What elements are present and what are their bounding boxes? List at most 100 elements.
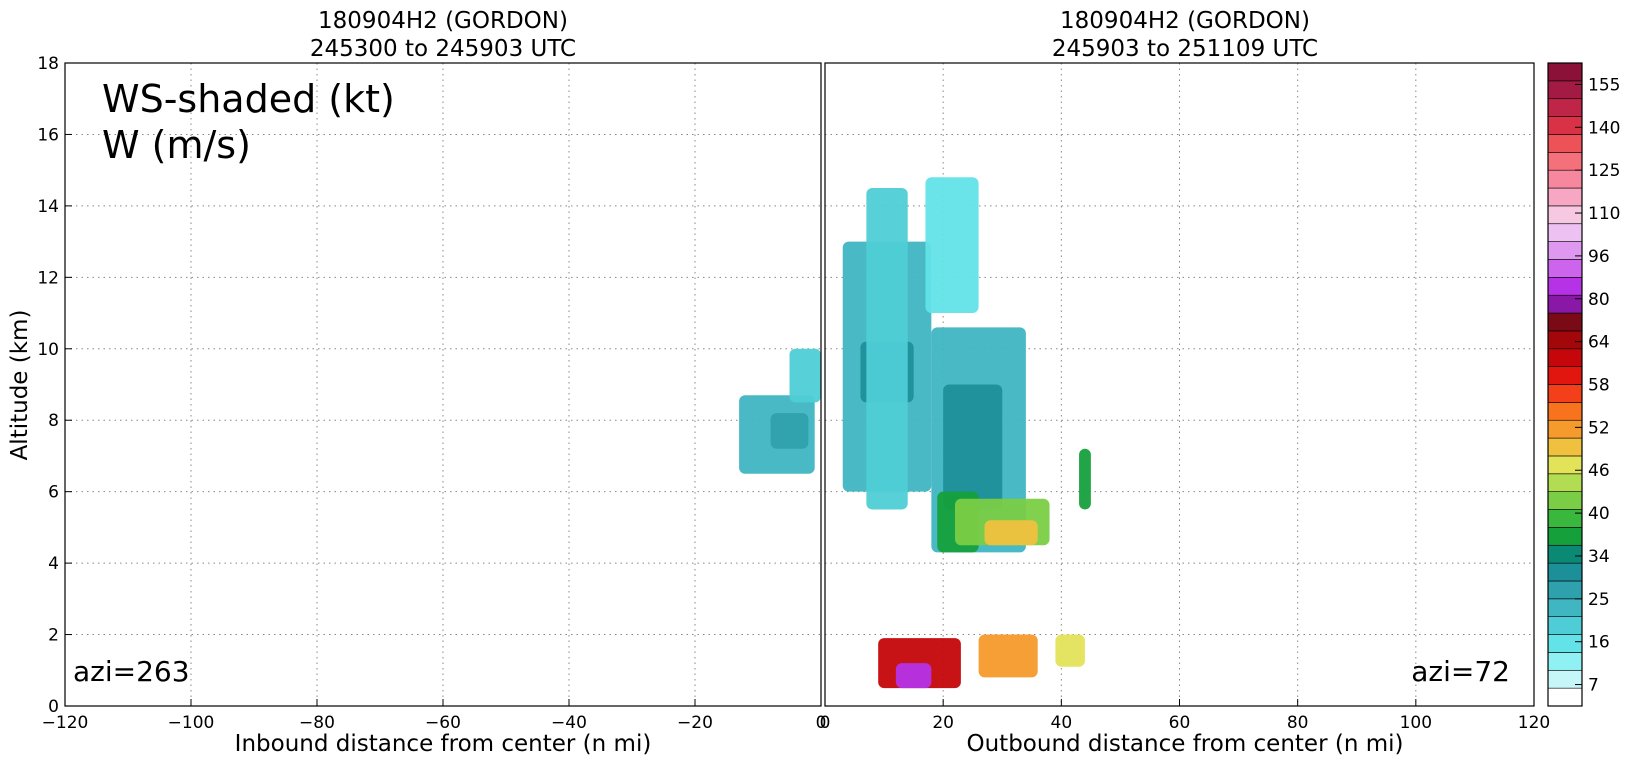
right-title-line2: 245903 to 251109 UTC bbox=[1052, 36, 1318, 62]
windspeed-cell bbox=[770, 413, 809, 449]
colorbar-cell bbox=[1547, 669, 1583, 689]
colorbar-cell bbox=[1547, 473, 1583, 492]
right-x-ticks: 0 20 40 60 80 100 120 bbox=[820, 699, 1550, 733]
colorbar-cell bbox=[1547, 169, 1583, 189]
x-tick-label: −40 bbox=[551, 713, 587, 733]
left-x-axis-label: Inbound distance from center (n mi) bbox=[235, 731, 652, 757]
y-tick-label: 8 bbox=[48, 411, 59, 431]
colorbar-cell bbox=[1547, 116, 1583, 135]
x-tick-label: 100 bbox=[1400, 713, 1432, 733]
colorbar-tick-label: 40 bbox=[1588, 504, 1610, 524]
colorbar-cell bbox=[1547, 509, 1583, 528]
x-tick-label: 20 bbox=[932, 713, 954, 733]
left-title-line2: 245300 to 245903 UTC bbox=[310, 36, 576, 62]
colorbar-cell bbox=[1547, 294, 1583, 314]
y-tick-label: 6 bbox=[48, 483, 59, 503]
x-tick-label: −80 bbox=[299, 713, 335, 733]
x-tick-label: −100 bbox=[168, 713, 215, 733]
y-tick-label: 10 bbox=[37, 340, 59, 360]
left-title-line1: 180904H2 (GORDON) bbox=[318, 8, 568, 34]
windspeed-cell bbox=[925, 177, 979, 314]
x-tick-label: 0 bbox=[816, 713, 827, 733]
colorbar-cell bbox=[1547, 544, 1583, 564]
colorbar: 7 16 25 34 40 46 52 58 64 80 96 110 125 140 155 bbox=[1547, 62, 1620, 707]
colorbar-cell bbox=[1547, 152, 1583, 171]
colorbar-tick-label: 125 bbox=[1588, 161, 1620, 181]
y-tick-label: 14 bbox=[37, 197, 59, 217]
colorbar-cell bbox=[1547, 455, 1583, 475]
colorbar-tick-label: 64 bbox=[1588, 333, 1610, 353]
colorbar-cell bbox=[1547, 330, 1583, 350]
right-azimuth-label: azi=72 bbox=[1411, 655, 1510, 688]
y-tick-label: 18 bbox=[37, 54, 59, 74]
colorbar-cell bbox=[1547, 187, 1583, 207]
legend-line1: WS-shaded (kt) bbox=[102, 77, 395, 121]
colorbar-tick-label: 16 bbox=[1588, 633, 1610, 653]
colorbar-tick-label: 7 bbox=[1588, 676, 1599, 696]
x-tick-label: 120 bbox=[1518, 713, 1550, 733]
colorbar-tick-label: 140 bbox=[1588, 118, 1620, 138]
colorbar-cell bbox=[1547, 98, 1583, 117]
colorbar-cells bbox=[1547, 62, 1583, 707]
windspeed-cell bbox=[866, 188, 908, 510]
colorbar-cell bbox=[1547, 384, 1583, 403]
colorbar-cell bbox=[1547, 277, 1583, 296]
y-axis-label: Altitude (km) bbox=[7, 310, 33, 461]
colorbar-ticks: 7 16 25 34 40 46 52 58 64 80 96 110 125 140 155 bbox=[1575, 75, 1620, 696]
windspeed-cell bbox=[978, 634, 1038, 678]
colorbar-cell bbox=[1547, 580, 1583, 600]
colorbar-cell bbox=[1547, 259, 1583, 278]
colorbar-tick-label: 46 bbox=[1588, 461, 1610, 481]
colorbar-cell bbox=[1547, 366, 1583, 385]
colorbar-cell bbox=[1547, 527, 1583, 546]
colorbar-cell bbox=[1547, 402, 1583, 421]
colorbar-tick-label: 80 bbox=[1588, 290, 1610, 310]
colorbar-cell bbox=[1547, 616, 1583, 635]
colorbar-cell bbox=[1547, 223, 1583, 242]
y-tick-label: 12 bbox=[37, 268, 59, 288]
left-y-ticks: 0 2 4 6 8 10 12 14 16 18 bbox=[37, 54, 72, 717]
colorbar-cell bbox=[1547, 205, 1583, 225]
right-x-axis-label: Outbound distance from center (n mi) bbox=[967, 731, 1404, 757]
x-tick-label: 80 bbox=[1287, 713, 1309, 733]
colorbar-cell bbox=[1547, 348, 1583, 367]
x-tick-label: 60 bbox=[1169, 713, 1191, 733]
right-title-line1: 180904H2 (GORDON) bbox=[1060, 8, 1310, 34]
windspeed-cell bbox=[984, 520, 1038, 546]
colorbar-cell bbox=[1547, 634, 1583, 653]
colorbar-cell bbox=[1547, 491, 1583, 510]
windspeed-cell bbox=[943, 384, 1003, 510]
colorbar-cell bbox=[1547, 598, 1583, 617]
colorbar-cell bbox=[1547, 241, 1583, 260]
y-tick-label: 16 bbox=[37, 125, 59, 145]
windspeed-cell bbox=[789, 348, 821, 403]
windspeed-cell bbox=[1055, 634, 1085, 667]
colorbar-tick-label: 34 bbox=[1588, 547, 1610, 567]
windspeed-cell bbox=[895, 663, 932, 689]
left-panel: 180904H2 (GORDON) 245300 to 245903 UTC W… bbox=[7, 8, 826, 757]
x-tick-label: −20 bbox=[677, 713, 713, 733]
left-azimuth-label: azi=263 bbox=[73, 655, 190, 688]
y-tick-label: 4 bbox=[48, 554, 59, 574]
colorbar-cell bbox=[1547, 134, 1583, 153]
colorbar-cell bbox=[1547, 687, 1583, 707]
x-tick-label: 40 bbox=[1051, 713, 1073, 733]
colorbar-cell bbox=[1547, 312, 1583, 332]
windspeed-cell bbox=[1079, 448, 1091, 510]
colorbar-cell bbox=[1547, 62, 1583, 82]
right-panel: 180904H2 (GORDON) 245903 to 251109 UTC a… bbox=[820, 8, 1551, 757]
right-windspeed-shading bbox=[842, 177, 1091, 689]
legend-line2: W (m/s) bbox=[102, 123, 251, 167]
colorbar-cell bbox=[1547, 437, 1583, 457]
colorbar-tick-label: 96 bbox=[1588, 247, 1610, 267]
x-tick-label: −120 bbox=[42, 713, 89, 733]
colorbar-tick-label: 155 bbox=[1588, 75, 1620, 95]
colorbar-tick-label: 25 bbox=[1588, 590, 1610, 610]
left-windspeed-shading bbox=[739, 348, 821, 474]
colorbar-tick-label: 58 bbox=[1588, 376, 1610, 396]
colorbar-cell bbox=[1547, 562, 1583, 582]
y-tick-label: 0 bbox=[48, 697, 59, 717]
x-tick-label: −60 bbox=[425, 713, 461, 733]
colorbar-tick-label: 110 bbox=[1588, 204, 1620, 224]
